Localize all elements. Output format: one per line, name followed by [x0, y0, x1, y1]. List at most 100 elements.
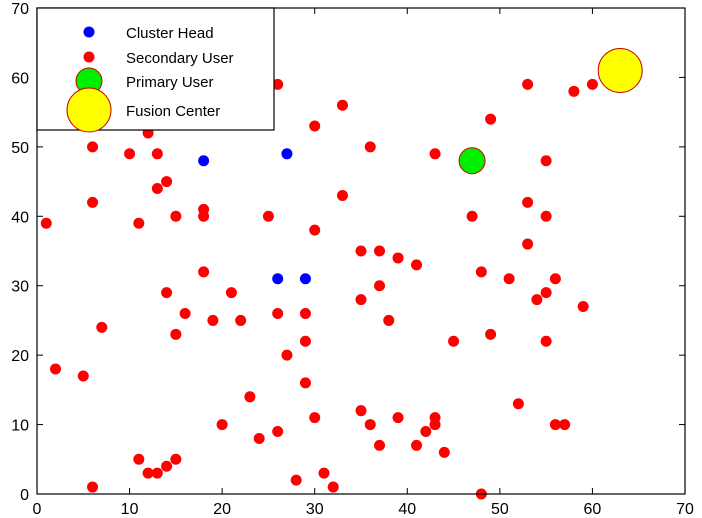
secondary-user-point	[559, 419, 571, 431]
secondary-user-point	[568, 85, 580, 97]
secondary-user-point	[503, 273, 515, 285]
secondary-user-point	[540, 287, 552, 299]
secondary-user-point	[198, 266, 210, 278]
secondary-user-point	[170, 210, 182, 222]
secondary-user-point	[161, 287, 173, 299]
secondary-user-point	[299, 377, 311, 389]
x-tick-label: 70	[676, 501, 694, 518]
data-points	[40, 47, 643, 500]
secondary-user-point	[577, 301, 589, 313]
secondary-user-point	[299, 307, 311, 319]
secondary-user-point	[448, 335, 460, 347]
secondary-user-point	[142, 467, 154, 479]
secondary-user-point	[355, 294, 367, 306]
secondary-user-point	[540, 335, 552, 347]
primary-user-point	[458, 147, 486, 175]
secondary-user-point	[77, 370, 89, 382]
secondary-user-point	[309, 224, 321, 236]
secondary-user-point	[383, 314, 395, 326]
secondary-user-point	[475, 266, 487, 278]
y-tick-label: 30	[11, 279, 29, 296]
secondary-user-point	[207, 314, 219, 326]
x-tick-label: 40	[398, 501, 416, 518]
secondary-user-point	[50, 363, 62, 375]
secondary-user-point	[87, 141, 99, 153]
secondary-user-point	[272, 426, 284, 438]
secondary-user-point	[170, 328, 182, 340]
secondary-user-point	[253, 432, 265, 444]
secondary-user-point	[40, 217, 52, 229]
secondary-user-point	[429, 148, 441, 160]
x-tick-label: 10	[121, 501, 139, 518]
secondary-user-point	[336, 99, 348, 111]
secondary-user-point	[364, 419, 376, 431]
secondary-user-point	[262, 210, 274, 222]
y-tick-label: 20	[11, 348, 29, 365]
y-tick-label: 60	[11, 70, 29, 87]
secondary-user-point	[161, 460, 173, 472]
secondary-user-point	[244, 391, 256, 403]
secondary-user-point	[512, 398, 524, 410]
x-tick-label: 60	[584, 501, 602, 518]
secondary-user-point	[374, 245, 386, 257]
secondary-user-point	[124, 148, 136, 160]
legend-label-primary-user: Primary User	[126, 74, 214, 91]
x-tick-label: 20	[213, 501, 231, 518]
fusion-center-point	[597, 47, 643, 93]
secondary-user-point	[87, 196, 99, 208]
secondary-user-point	[392, 412, 404, 424]
y-tick-label: 10	[11, 418, 29, 435]
secondary-user-point	[151, 148, 163, 160]
legend-marker-cluster-head	[83, 26, 95, 38]
secondary-user-point	[151, 467, 163, 479]
secondary-user-point	[438, 446, 450, 458]
secondary-user-point	[522, 238, 534, 250]
x-tick-label: 30	[306, 501, 324, 518]
secondary-user-point	[299, 335, 311, 347]
secondary-user-point	[522, 78, 534, 90]
secondary-user-point	[216, 419, 228, 431]
legend-marker-secondary-user	[83, 51, 95, 63]
secondary-user-point	[272, 307, 284, 319]
secondary-user-point	[327, 481, 339, 493]
secondary-user-point	[355, 245, 367, 257]
legend-marker-fusion-center	[66, 87, 112, 133]
secondary-user-point	[466, 210, 478, 222]
secondary-user-point	[485, 113, 497, 125]
secondary-user-point	[364, 141, 376, 153]
secondary-user-point	[586, 78, 598, 90]
secondary-user-point	[96, 321, 108, 333]
legend-label-cluster-head: Cluster Head	[126, 25, 214, 42]
secondary-user-point	[411, 259, 423, 271]
x-tick-label: 0	[33, 501, 42, 518]
secondary-user-point	[198, 210, 210, 222]
secondary-user-point	[179, 307, 191, 319]
secondary-user-point	[336, 189, 348, 201]
secondary-user-point	[392, 252, 404, 264]
secondary-user-point	[540, 210, 552, 222]
secondary-user-point	[87, 481, 99, 493]
secondary-user-point	[290, 474, 302, 486]
axis-ticks: 0 10 20 30 40 50 60 70 0 10 20 30 40 50 60 70	[11, 1, 694, 518]
secondary-user-point	[281, 349, 293, 361]
secondary-user-point	[151, 183, 163, 195]
secondary-user-point	[429, 419, 441, 431]
x-tick-label: 50	[491, 501, 509, 518]
y-tick-label: 0	[20, 487, 29, 504]
secondary-user-point	[374, 280, 386, 292]
secondary-user-point	[133, 453, 145, 465]
secondary-user-point	[522, 196, 534, 208]
secondary-user-point	[235, 314, 247, 326]
y-tick-label: 40	[11, 209, 29, 226]
secondary-user-point	[355, 405, 367, 417]
secondary-user-point	[272, 78, 284, 90]
cluster-head-point	[281, 148, 293, 160]
legend-label-secondary-user: Secondary User	[126, 50, 234, 67]
secondary-user-point	[161, 176, 173, 188]
secondary-user-point	[549, 419, 561, 431]
cluster-head-point	[272, 273, 284, 285]
y-tick-label: 70	[11, 1, 29, 18]
axes-frame	[36, 7, 686, 495]
legend: Cluster Head Secondary User Primary User…	[36, 7, 275, 133]
